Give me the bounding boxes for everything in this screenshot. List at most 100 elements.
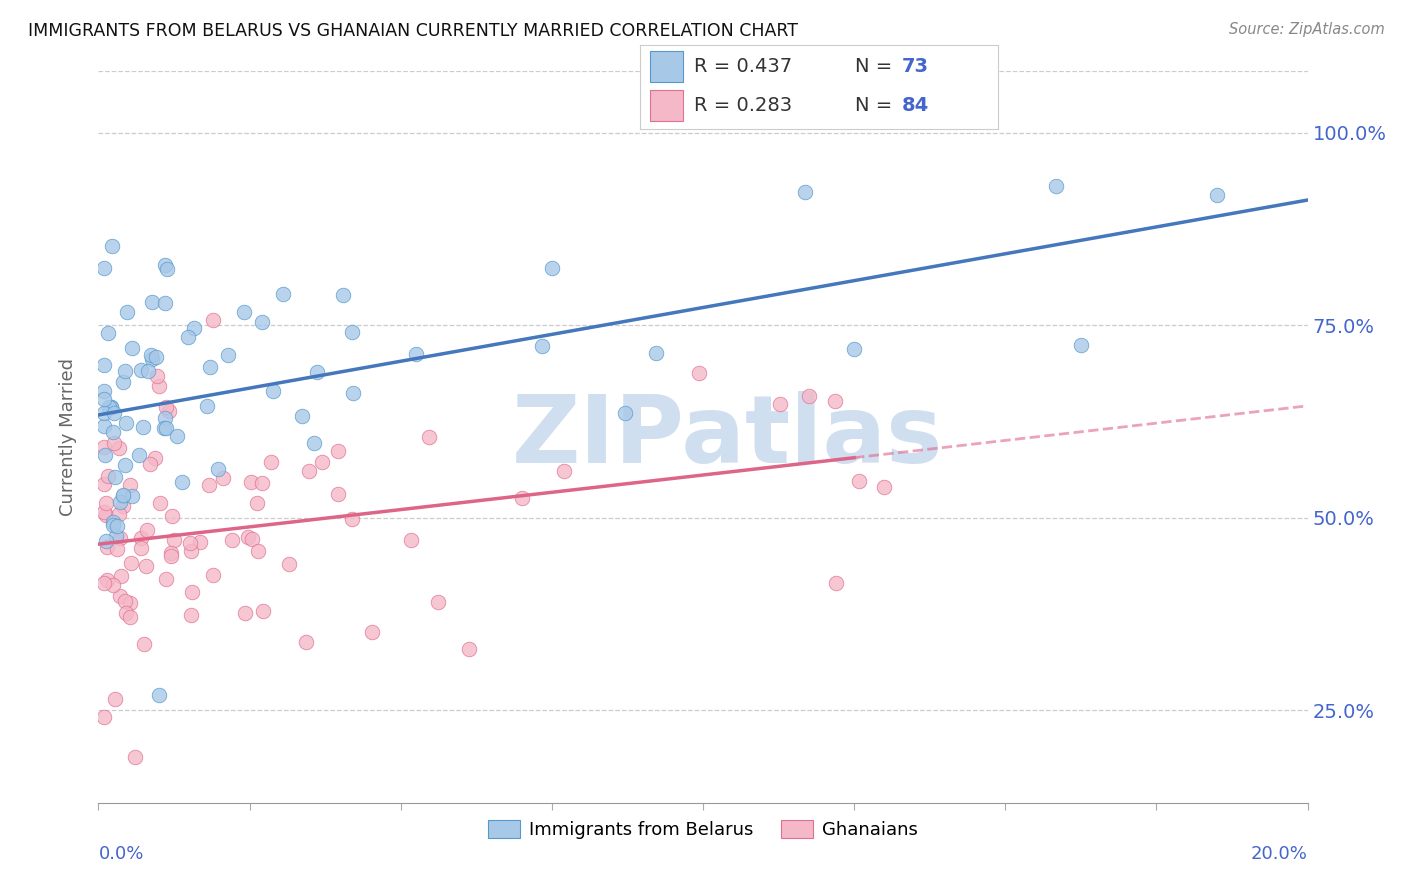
Point	[97, 469, 120, 483]
Point	[114, 416, 136, 430]
Point	[531, 339, 554, 353]
Point	[332, 288, 354, 302]
Point	[457, 642, 479, 657]
Point	[148, 688, 170, 702]
Point	[553, 464, 575, 478]
Point	[103, 406, 125, 420]
Point	[105, 518, 128, 533]
Point	[143, 450, 166, 465]
Point	[202, 567, 225, 582]
Point	[163, 533, 186, 547]
Point	[96, 540, 118, 554]
Text: 73: 73	[901, 57, 928, 76]
Point	[97, 326, 120, 340]
Bar	[651, 90, 683, 120]
Text: ZIPatlas: ZIPatlas	[512, 391, 943, 483]
Point	[278, 558, 301, 572]
Text: N =: N =	[855, 57, 898, 76]
Point	[160, 546, 183, 560]
Point	[273, 287, 295, 301]
Point	[260, 455, 283, 469]
Point	[179, 536, 201, 550]
Point	[93, 710, 115, 724]
Point	[153, 411, 176, 425]
Point	[112, 489, 135, 503]
Point	[93, 358, 115, 372]
Point	[135, 559, 157, 574]
Point	[212, 471, 235, 485]
Text: Source: ZipAtlas.com: Source: ZipAtlas.com	[1229, 22, 1385, 37]
Point	[217, 348, 239, 362]
Point	[240, 532, 263, 546]
Point	[613, 406, 636, 420]
Bar	[651, 52, 683, 82]
Point	[201, 312, 224, 326]
Point	[262, 384, 284, 398]
Point	[342, 512, 364, 526]
Point	[1206, 187, 1229, 202]
Point	[145, 350, 167, 364]
Point	[427, 595, 450, 609]
Point	[221, 533, 243, 547]
Point	[93, 418, 115, 433]
Point	[103, 436, 125, 450]
Point	[100, 401, 122, 415]
Point	[93, 261, 115, 276]
Point	[246, 496, 269, 510]
Point	[180, 544, 202, 558]
Point	[148, 379, 170, 393]
Point	[361, 624, 384, 639]
Point	[195, 399, 218, 413]
Point	[688, 366, 710, 380]
Point	[153, 258, 176, 272]
Point	[98, 400, 121, 414]
Point	[94, 533, 117, 548]
Point	[93, 505, 115, 519]
Point	[177, 330, 200, 344]
Point	[401, 533, 423, 548]
Point	[100, 401, 122, 415]
Point	[153, 295, 176, 310]
Point	[198, 360, 221, 375]
Point	[131, 420, 153, 434]
Point	[114, 594, 136, 608]
Point	[233, 305, 256, 319]
Text: 0.0%: 0.0%	[98, 845, 143, 863]
Point	[252, 604, 274, 618]
Point	[135, 523, 157, 537]
Point	[155, 400, 177, 414]
Point	[139, 457, 162, 471]
Point	[93, 405, 115, 419]
Point	[94, 448, 117, 462]
Point	[112, 376, 135, 390]
Point	[101, 578, 124, 592]
Point	[120, 556, 142, 570]
Point	[114, 458, 136, 473]
Point	[118, 609, 141, 624]
Point	[108, 589, 131, 603]
Point	[132, 637, 155, 651]
Text: N =: N =	[855, 96, 898, 115]
Point	[101, 515, 124, 529]
Point	[96, 574, 118, 588]
Point	[101, 239, 124, 253]
Y-axis label: Currently Married: Currently Married	[59, 358, 77, 516]
Point	[160, 509, 183, 524]
Point	[105, 541, 128, 556]
Point	[94, 508, 117, 523]
Point	[340, 325, 363, 339]
Point	[793, 185, 815, 199]
Point	[152, 421, 174, 435]
Point	[1045, 178, 1067, 193]
Point	[104, 529, 127, 543]
Point	[131, 541, 153, 555]
Point	[405, 347, 427, 361]
Point	[825, 576, 848, 591]
Point	[418, 430, 440, 444]
Point	[236, 530, 259, 544]
Point	[848, 474, 870, 488]
Point	[104, 692, 127, 706]
Point	[239, 475, 262, 489]
Point	[198, 478, 221, 492]
Point	[114, 364, 136, 378]
